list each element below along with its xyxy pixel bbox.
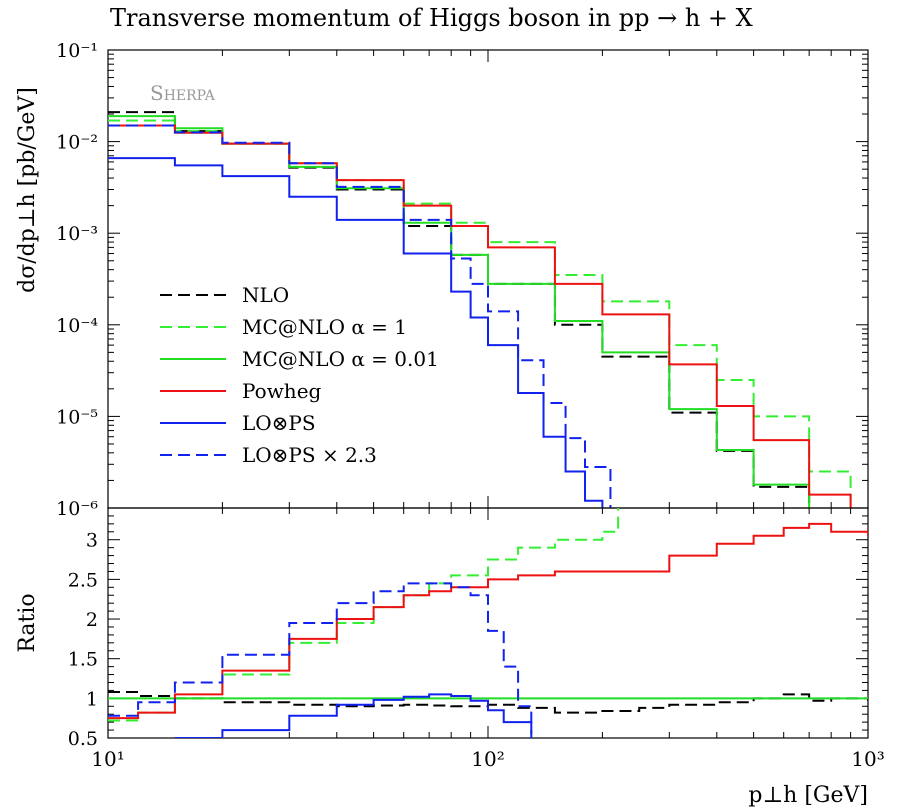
series-line-nlo [108, 111, 811, 508]
x-tick-label: 10³ [851, 747, 884, 771]
watermark: Sherpa [150, 81, 216, 105]
y-tick-label-ratio: 2.5 [68, 569, 98, 591]
legend-label: LO⊗PS × 2.3 [242, 443, 377, 467]
series-line-mc-nlo-0-01 [108, 115, 811, 508]
y-tick-label-ratio: 3 [86, 530, 98, 552]
ratio-panel: 10¹ 10² 10³ 0.5 1 1.5 2 2.5 3 [68, 507, 885, 771]
legend-label: NLO [242, 283, 289, 307]
y-tick-label-ratio: 2 [86, 609, 98, 631]
main-panel: 10⁻¹ 10⁻² 10⁻³ 10⁻⁴ 10⁻⁵ 10⁻⁶ [56, 40, 869, 520]
series-line-lo-ps-2-3 [108, 124, 612, 508]
legend-label: Powheg [242, 379, 322, 403]
y-tick-label-main: 10⁻³ [56, 223, 98, 245]
series-line-lo-ps [108, 157, 604, 508]
chart-title: Transverse momentum of Higgs boson in pp… [110, 4, 753, 32]
y-axis-label-main: dσ/dp⊥h [pb/GeV] [15, 87, 40, 293]
legend-label: LO⊗PS [242, 411, 316, 435]
x-axis-label: p⊥h [GeV] [748, 783, 868, 808]
series-line-nlo [108, 691, 868, 714]
y-axis-label-ratio: Ratio [15, 593, 40, 652]
series-line-powheg [108, 124, 852, 508]
series-line-powheg [108, 522, 868, 720]
y-tick-label-main: 10⁻⁴ [56, 315, 98, 337]
y-tick-label-main: 10⁻⁶ [56, 498, 98, 520]
legend: NLO MC@NLO α = 1 MC@NLO α = 0.01 Powheg LO⊗P… [160, 283, 439, 467]
y-tick-label-ratio: 1.5 [68, 649, 98, 671]
y-tick-label-main: 10⁻² [56, 132, 98, 154]
x-tick-label: 10¹ [91, 747, 124, 771]
y-tick-label-ratio: 0.5 [68, 728, 98, 750]
y-tick-label-ratio: 1 [86, 688, 98, 710]
axis-labels: dσ/dp⊥h [pb/GeV] Ratio p⊥h [GeV] Sherpa [15, 81, 868, 808]
series-line-lo-ps-2-3 [108, 582, 533, 735]
legend-label: MC@NLO α = 0.01 [242, 347, 439, 371]
series-line-mc-nlo-1 [108, 508, 620, 722]
x-tick-label: 10² [471, 747, 504, 771]
series-line-mc-nlo-1 [108, 119, 852, 501]
y-tick-label-main: 10⁻¹ [56, 40, 98, 62]
y-tick-label-main: 10⁻⁵ [56, 406, 98, 428]
series-line-lo-ps [174, 693, 533, 738]
legend-label: MC@NLO α = 1 [242, 315, 407, 339]
